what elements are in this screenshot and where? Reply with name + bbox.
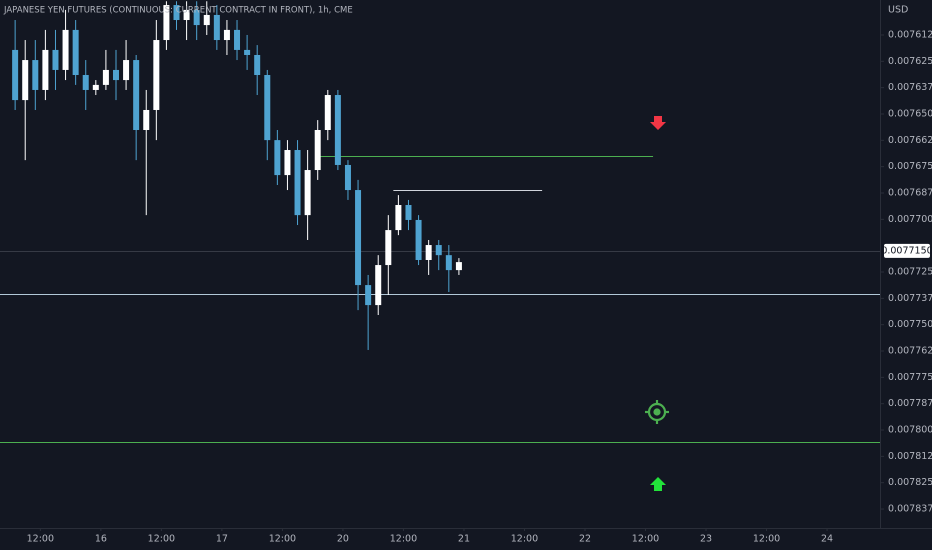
- buy-arrow: [650, 477, 666, 491]
- y-tick-label: 0.0076875: [888, 187, 932, 198]
- candle-body: [72, 29, 79, 76]
- x-tick-label: 12:00: [632, 534, 659, 545]
- candle-body: [385, 230, 392, 266]
- candle-body: [344, 164, 351, 191]
- sell-arrow: [650, 116, 666, 130]
- chart-title: JAPANESE YEN FUTURES (CONTINUOUS: CURREN…: [3, 6, 353, 16]
- candle-body: [264, 75, 271, 141]
- candle-body: [274, 140, 281, 176]
- candle-body: [143, 109, 150, 130]
- candle-body: [244, 49, 251, 55]
- x-tick-label: 23: [700, 534, 712, 545]
- candle-body: [294, 150, 301, 216]
- y-tick-label: 0.0078375: [888, 504, 932, 515]
- x-tick-label: 21: [458, 534, 470, 545]
- candle-body: [284, 150, 291, 176]
- candle-body: [334, 95, 341, 165]
- last-price-label: 0.0077150: [881, 245, 932, 256]
- candle-body: [32, 60, 39, 90]
- candle-body: [455, 262, 462, 271]
- candle-body: [52, 49, 59, 70]
- x-tick-label: 24: [821, 534, 833, 545]
- candle-body: [435, 245, 442, 256]
- candle-body: [324, 95, 331, 130]
- candle-body: [82, 75, 89, 90]
- candle-body: [223, 29, 230, 41]
- candle-body: [415, 219, 422, 260]
- candle-body: [355, 190, 362, 286]
- x-tick-label: 16: [95, 534, 107, 545]
- candle-body: [234, 29, 241, 50]
- x-tick-label: 20: [337, 534, 349, 545]
- x-tick-label: 12:00: [27, 534, 54, 545]
- y-tick-label: 0.0076375: [888, 82, 932, 93]
- candle-body: [314, 129, 321, 171]
- x-tick-label: 12:00: [753, 534, 780, 545]
- candle-body: [153, 40, 160, 110]
- candle-body: [365, 285, 372, 306]
- candle-body: [395, 205, 402, 231]
- candle-body: [425, 245, 432, 260]
- candle-body: [203, 14, 210, 26]
- x-tick-label: 12:00: [148, 534, 175, 545]
- x-tick-label: 12:00: [390, 534, 417, 545]
- candle-body: [92, 84, 99, 90]
- candle-body: [123, 60, 130, 81]
- candle-body: [22, 60, 29, 101]
- last-price-box: [884, 243, 930, 258]
- x-tick-label: 12:00: [269, 534, 296, 545]
- currency: USD: [888, 5, 908, 16]
- candle-body: [254, 54, 261, 76]
- x-tick-label: 12:00: [511, 534, 538, 545]
- candle-body: [62, 29, 69, 70]
- y-tick-label: 0.0077875: [888, 398, 932, 409]
- candle-body: [375, 265, 382, 306]
- candle-body: [213, 14, 220, 41]
- candle-body: [12, 49, 19, 101]
- candle-body: [405, 205, 412, 220]
- y-tick-label: 0.0078125: [888, 451, 932, 462]
- candle-body: [193, 9, 200, 26]
- y-tick-label: 0.0076625: [888, 135, 932, 146]
- candle-body: [133, 60, 140, 130]
- candle-body: [163, 5, 170, 41]
- candle-body: [102, 69, 109, 85]
- y-tick-label: 0.0077375: [888, 293, 932, 304]
- x-tick-label: 22: [579, 534, 591, 545]
- target-icon: [645, 400, 669, 424]
- y-tick-label: 0.0077625: [888, 346, 932, 357]
- y-tick-label: 0.0076125: [888, 29, 932, 40]
- candle-body: [183, 9, 190, 21]
- candle-body: [304, 170, 311, 216]
- candle-body: [173, 5, 180, 21]
- x-tick-label: 17: [216, 534, 228, 545]
- candle-body: [112, 69, 119, 81]
- candle-body: [445, 255, 452, 271]
- plot: [0, 1, 880, 443]
- candle-body: [42, 49, 49, 90]
